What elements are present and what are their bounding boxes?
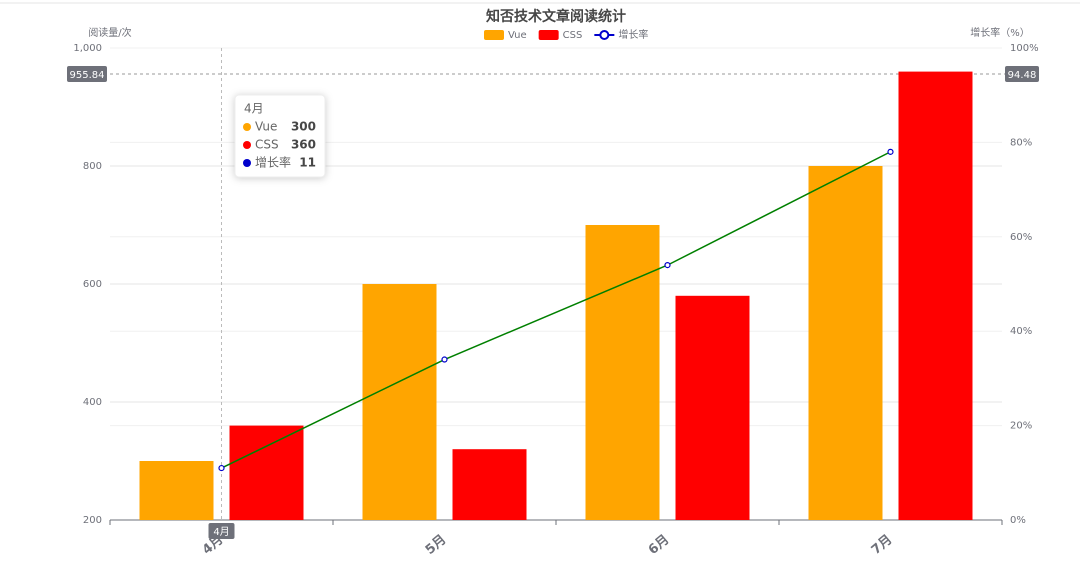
- tooltip-dot: [243, 123, 251, 131]
- bar: [452, 449, 527, 520]
- line-marker: [664, 262, 671, 269]
- y-tick-label: 600: [83, 279, 102, 290]
- pointer-label: 4月: [213, 526, 229, 538]
- tooltip-value: 300: [291, 120, 316, 134]
- legend-swatch: [484, 30, 504, 40]
- tooltip-value: 360: [291, 138, 316, 152]
- tooltip-dot: [243, 159, 251, 167]
- y-axis-label: 阅读量/次: [88, 26, 131, 39]
- pointer-label-bg: [67, 66, 107, 83]
- pointer-label-bg: [1005, 66, 1039, 83]
- y-tick-label: 800: [83, 161, 102, 172]
- tooltip-dot: [243, 141, 251, 149]
- y-tick-label: 400: [83, 397, 102, 408]
- tooltip-value: 11: [299, 156, 316, 170]
- pointer-label-bg: [208, 523, 235, 539]
- tooltip-name: Vue: [255, 120, 277, 134]
- bar: [675, 295, 750, 520]
- bar: [229, 425, 304, 520]
- pointer-label: 94.48: [1008, 70, 1037, 81]
- y2-tick-label: 40%: [1010, 326, 1032, 337]
- y2-tick-label: 60%: [1010, 232, 1032, 243]
- line-marker: [887, 148, 894, 155]
- line: [221, 151, 891, 469]
- line-marker: [441, 356, 448, 363]
- legend-label: Vue: [508, 30, 527, 41]
- y2-axis-label: 增长率（%）: [970, 26, 1030, 39]
- y-tick-label: 1,000: [73, 43, 102, 54]
- legend-label: CSS: [563, 30, 583, 41]
- tooltip-box: [234, 94, 326, 178]
- bar: [139, 461, 214, 520]
- chart-title: 知否技术文章阅读统计: [486, 8, 626, 25]
- bar: [808, 166, 883, 520]
- legend-label: 增长率: [618, 28, 648, 41]
- bar: [362, 284, 437, 520]
- pointer-label: 955.84: [70, 70, 105, 81]
- tooltip-title: 4月: [244, 102, 264, 116]
- line-marker: [218, 464, 225, 472]
- bar: [898, 71, 973, 520]
- legend-swatch: [538, 30, 559, 40]
- y2-tick-label: 80%: [1010, 137, 1032, 148]
- y2-tick-label: 100%: [1010, 43, 1039, 54]
- legend-swatch: [599, 30, 610, 40]
- y2-tick-label: 20%: [1010, 421, 1032, 432]
- y2-tick-label: 0%: [1010, 515, 1026, 526]
- tooltip-name: CSS: [255, 138, 279, 152]
- y-tick-label: 200: [83, 515, 102, 526]
- bar: [585, 225, 660, 520]
- tooltip-name: 增长率: [255, 155, 291, 170]
